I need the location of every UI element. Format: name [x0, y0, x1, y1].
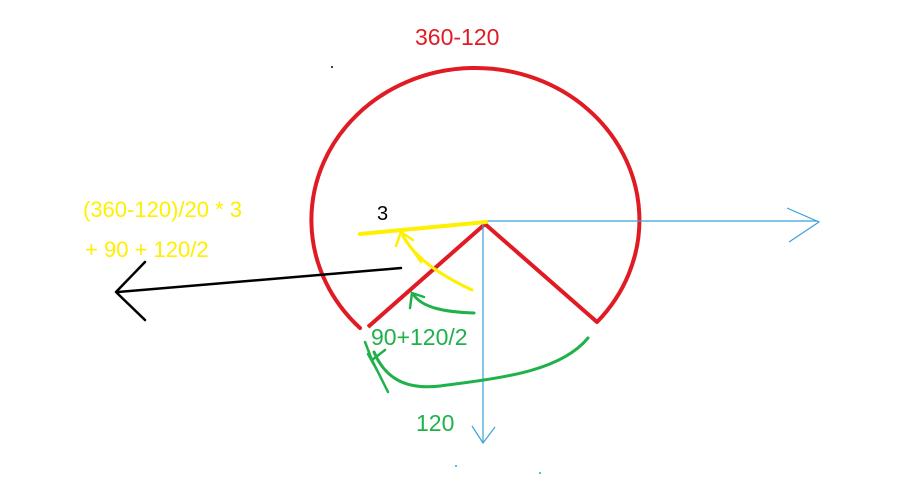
yellow-ray	[358, 220, 488, 236]
formula-line-2: + 90 + 120/2	[85, 237, 209, 262]
black-arrowhead	[114, 260, 147, 322]
x-axis-arrowhead	[786, 207, 821, 243]
count-label: 3	[377, 203, 388, 225]
green-large-arrowhead	[363, 340, 390, 394]
green-angle-label: 90+120/2	[371, 324, 468, 350]
green-small-curve	[411, 292, 476, 315]
green-bottom-label: 120	[416, 410, 454, 436]
formula-line-1: (360-120)/20 * 3	[83, 197, 242, 222]
yellow-arrowhead	[394, 230, 423, 264]
circle-arc	[309, 66, 642, 330]
black-arrow	[116, 266, 403, 294]
stray-dot	[455, 465, 457, 467]
green-small-arrowhead	[408, 291, 426, 310]
green-large-curve	[372, 336, 590, 389]
y-axis-arrowhead	[471, 425, 496, 445]
top-title: 360-120	[415, 24, 499, 50]
stray-dot	[539, 472, 541, 474]
stray-dot	[331, 66, 333, 68]
